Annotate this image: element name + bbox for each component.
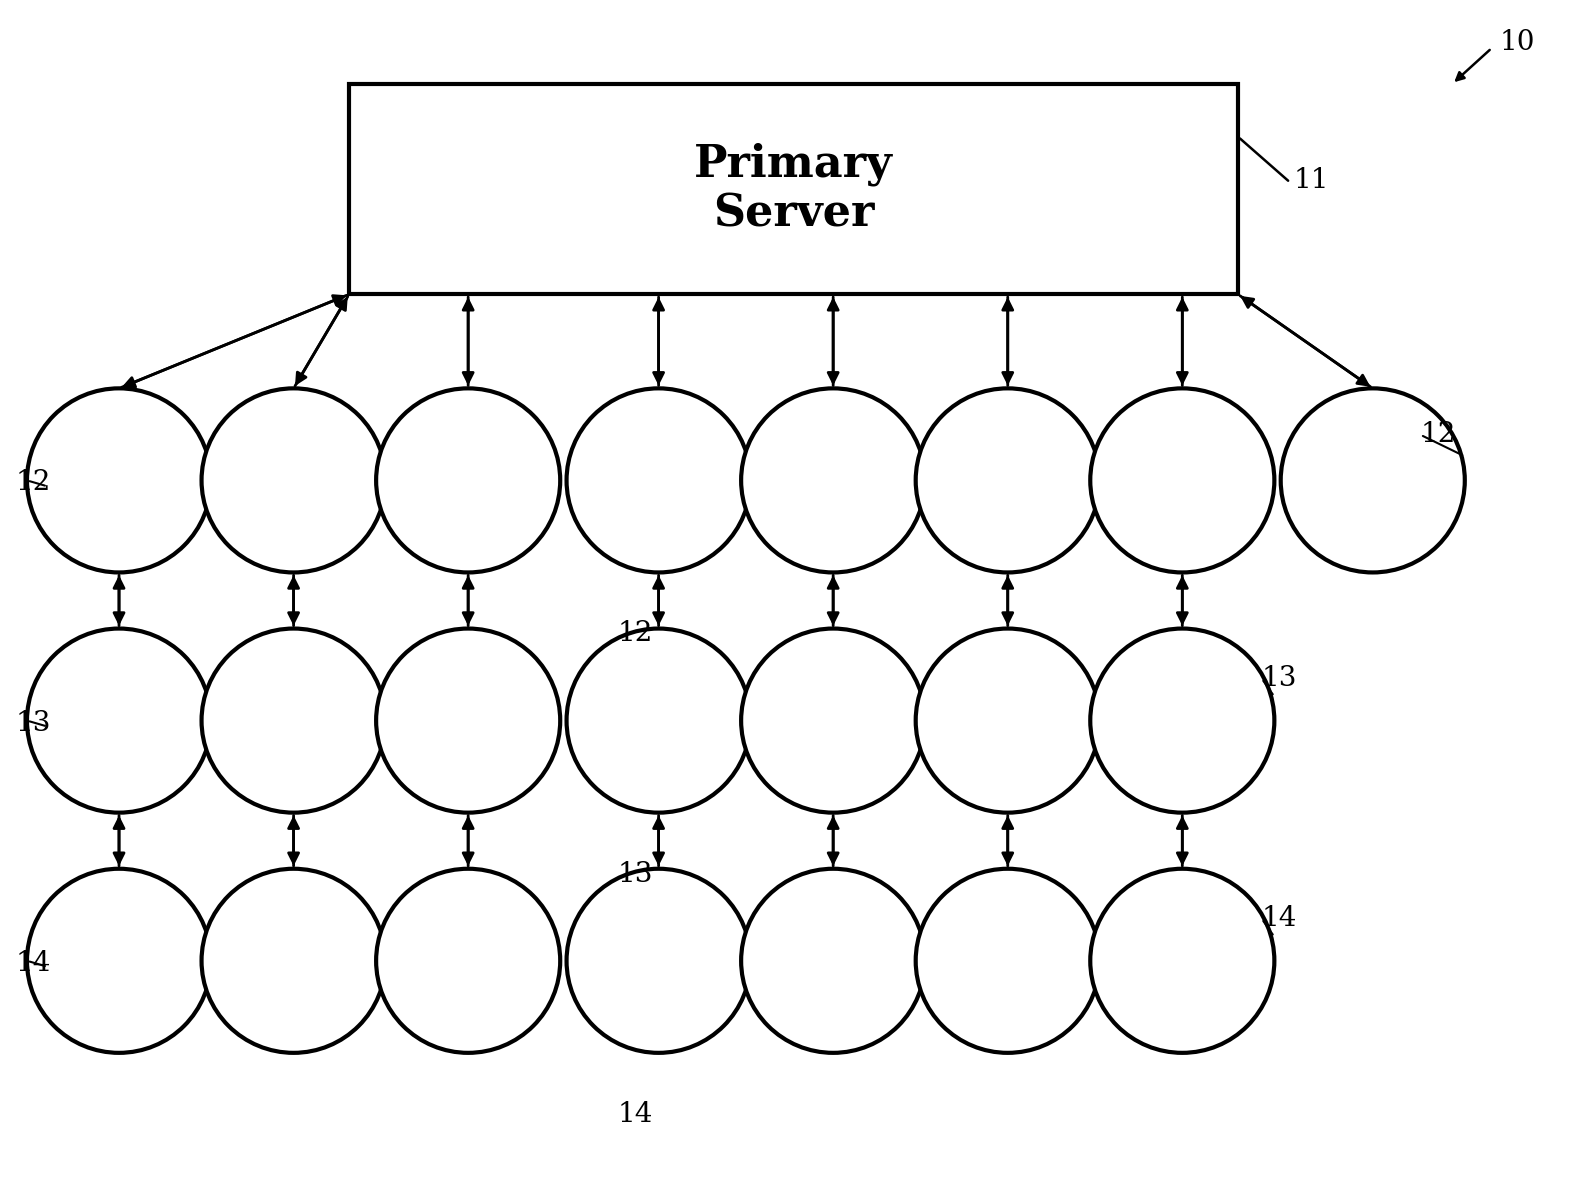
Ellipse shape (741, 388, 925, 573)
Text: 14: 14 (16, 950, 51, 976)
Ellipse shape (1090, 868, 1274, 1053)
Ellipse shape (376, 628, 560, 813)
Text: 13: 13 (16, 710, 51, 736)
Ellipse shape (27, 628, 211, 813)
Ellipse shape (741, 628, 925, 813)
Ellipse shape (916, 388, 1100, 573)
Text: 12: 12 (1420, 422, 1455, 448)
Text: 11: 11 (1293, 167, 1328, 193)
Ellipse shape (376, 388, 560, 573)
Ellipse shape (567, 868, 751, 1053)
Ellipse shape (916, 628, 1100, 813)
Text: 13: 13 (1262, 665, 1297, 692)
Ellipse shape (1090, 388, 1274, 573)
Ellipse shape (202, 628, 386, 813)
Ellipse shape (27, 868, 211, 1053)
Text: Primary
Server: Primary Server (694, 143, 893, 235)
Text: 13: 13 (617, 861, 652, 888)
Text: 10: 10 (1500, 29, 1535, 55)
Bar (349, 84, 1238, 294)
Ellipse shape (1090, 628, 1274, 813)
Ellipse shape (741, 868, 925, 1053)
Text: 12: 12 (16, 470, 51, 496)
Ellipse shape (916, 868, 1100, 1053)
Text: 14: 14 (617, 1101, 652, 1128)
Ellipse shape (202, 868, 386, 1053)
Ellipse shape (27, 388, 211, 573)
Ellipse shape (202, 388, 386, 573)
Ellipse shape (376, 868, 560, 1053)
Ellipse shape (567, 388, 751, 573)
Text: 14: 14 (1262, 906, 1297, 932)
Ellipse shape (1281, 388, 1465, 573)
Ellipse shape (567, 628, 751, 813)
Text: 12: 12 (617, 621, 652, 647)
